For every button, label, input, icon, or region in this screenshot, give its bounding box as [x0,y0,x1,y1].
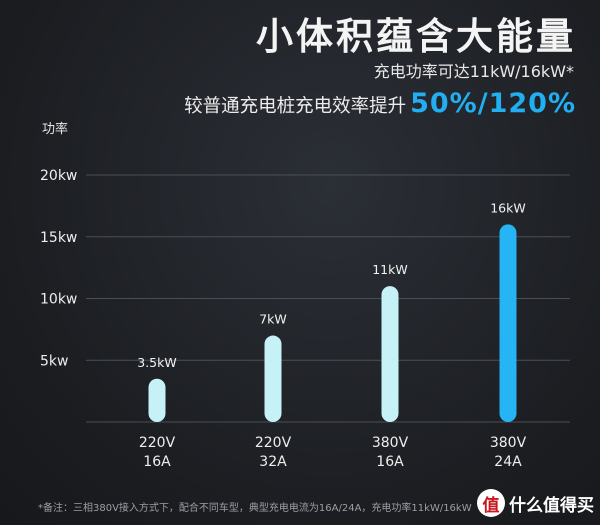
bar [499,224,517,422]
data-label: 16kW [490,200,526,215]
footnote: *备注：三相380V接入方式下，配合不同车型，典型充电电流为16A/24A，充电… [38,503,472,514]
x-tick-label-line1: 220V [255,435,292,451]
efficiency-highlight: 50%/120% [410,88,576,119]
x-tick-label-line2: 32A [259,454,287,470]
data-label: 3.5kW [137,355,176,370]
y-tick-label: 10kw [40,292,77,308]
bar [381,286,399,422]
subtitle: 充电功率可达11kW/16kW* [373,62,574,81]
x-tick-label-line2: 16A [143,454,171,470]
headline: 小体积蕴含大能量 [256,15,576,58]
bar [264,335,282,422]
data-label: 7kW [259,312,287,327]
x-tick-label-line1: 380V [372,435,409,451]
y-tick-label: 15kw [40,230,77,246]
y-tick-label: 20kw [40,168,77,184]
x-tick-label-line1: 220V [139,435,176,451]
watermark-text: 什么值得买 [509,495,594,516]
bar [148,378,166,422]
x-tick-label-line1: 380V [490,435,527,451]
y-tick-label: 5kw [40,353,68,369]
efficiency-label: 较普通充电桩充电效率提升 [184,96,407,117]
watermark-logo-icon: 值 [477,489,505,517]
efficiency-text: 较普通充电桩充电效率提升 50%/120% [184,88,576,119]
x-tick-label-line2: 24A [494,454,522,470]
y-axis-label: 功率 [42,121,68,137]
x-tick-label-line2: 16A [376,454,404,470]
data-label: 11kW [372,262,408,277]
watermark: 值 什么值得买 [477,489,594,517]
